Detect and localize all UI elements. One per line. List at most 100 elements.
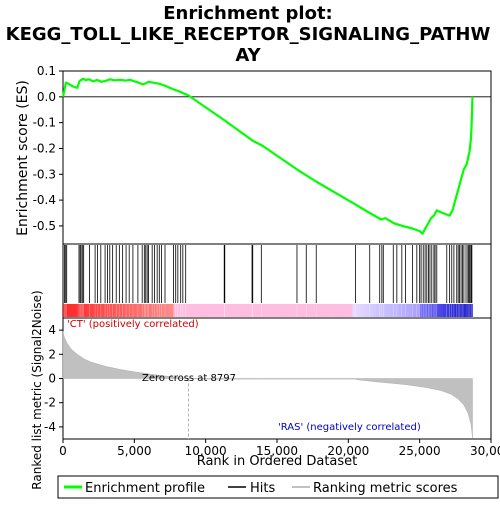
color-band-segment [74,304,78,317]
color-band-segment [68,304,73,317]
color-band-segment [393,304,397,317]
color-band-segment [238,304,242,317]
color-band-segment [384,304,388,317]
legend-metric-label: Ranking metric scores [313,481,458,496]
es-tick-label: 0.0 [37,90,56,104]
x-tick-label: 0 [59,444,67,458]
color-band-segment [294,304,298,317]
color-band-segment [422,304,426,317]
x-tick-label: 30,000 [470,444,500,458]
color-band-segment [212,304,216,317]
x-tick-label: 5,000 [117,444,151,458]
color-band-segment [419,304,424,317]
legend-enrichment-label: Enrichment profile [85,481,205,496]
color-band-segment [375,304,380,317]
color-band-segment [165,304,169,317]
color-band-segment [203,304,207,317]
color-band-segment [367,304,371,317]
color-band-segment [454,304,459,317]
color-band-segment [373,304,377,317]
color-band-segment [185,304,190,317]
color-band-segment [250,304,254,317]
es-tick-label: -0.4 [33,193,56,207]
color-band-segment [209,304,213,317]
color-band-segment [89,304,93,317]
es-axis-label: Enrichment score (ES) [15,80,31,236]
color-band-segment [416,304,421,317]
positive-correlation-label: 'CT' (positively correlated) [67,319,199,330]
color-band-segment [244,304,248,317]
color-band-segment [264,304,269,317]
es-frame [62,70,492,245]
color-band-segment [463,304,467,317]
color-band-segment [162,304,166,317]
color-band-segment [188,304,192,317]
color-band-segment [206,304,210,317]
color-band-segment [329,304,333,317]
plot-title-line3: AY [235,45,261,66]
color-band-segment [466,304,470,317]
color-band-segment [256,304,260,317]
color-band-segment [80,304,84,317]
color-band-segment [141,304,146,317]
color-band-segment [387,304,391,317]
color-band-segment [334,304,339,317]
es-tick-label: -0.3 [33,167,56,181]
hits-panel [62,243,492,319]
color-band-segment [77,304,81,317]
color-band-segment [112,304,116,317]
color-band-segment [103,304,108,317]
color-band-segment [408,304,412,317]
x-tick-label: 10,000 [185,444,227,458]
x-tick-label: 25,000 [399,444,441,458]
x-tick-label: 15,000 [256,444,298,458]
color-band-segment [133,304,137,317]
color-band-segment [355,304,359,317]
metric-tick-label: -4 [44,420,56,434]
es-panel: 0.1 0.0 -0.1 -0.2 -0.3 -0.4 -0.5 [33,64,492,245]
color-band-segment [197,304,201,317]
color-band-segment [449,304,453,317]
color-band-segment [229,304,233,317]
color-band-segment [302,304,307,317]
es-tick-label: -0.5 [33,219,56,233]
color-band-segment [291,304,295,317]
color-band-segment [451,304,456,317]
color-band-segment [153,304,157,317]
enrichment-profile-line [61,77,474,235]
color-band-segment [317,304,321,317]
color-band-segment [440,304,444,317]
legend: Enrichment profile Hits Ranking metric s… [57,475,499,499]
color-band-segment [276,304,280,317]
color-band-segment [343,304,347,317]
color-band-segment [311,304,315,317]
color-band-segment [413,304,418,317]
color-band-segment [92,304,96,317]
color-band-segment [285,304,289,317]
color-band-segment [282,304,286,317]
color-band-segment [443,304,447,317]
color-band-segment [215,304,219,317]
metric-tick-label: 4 [48,323,56,337]
color-band-segment [226,304,231,317]
color-band-segment [399,304,403,317]
color-band-segment [98,304,102,317]
color-band-segment [288,304,292,317]
color-band-segment [159,304,163,317]
color-band-segment [346,304,350,317]
color-band-segment [273,304,277,317]
color-band-segment [118,304,122,317]
color-band-segment [446,304,450,317]
x-tick-label: 20,000 [327,444,369,458]
color-band-segment [349,304,353,317]
color-band-segment [168,304,172,317]
color-band-segment [337,304,342,317]
color-band-segment [95,304,99,317]
plot-title-line1: Enrichment plot: [163,3,333,24]
es-tick-label: -0.1 [33,116,56,130]
legend-hits-label: Hits [250,481,275,496]
color-band-segment [279,304,283,317]
color-band-segment [390,304,394,317]
